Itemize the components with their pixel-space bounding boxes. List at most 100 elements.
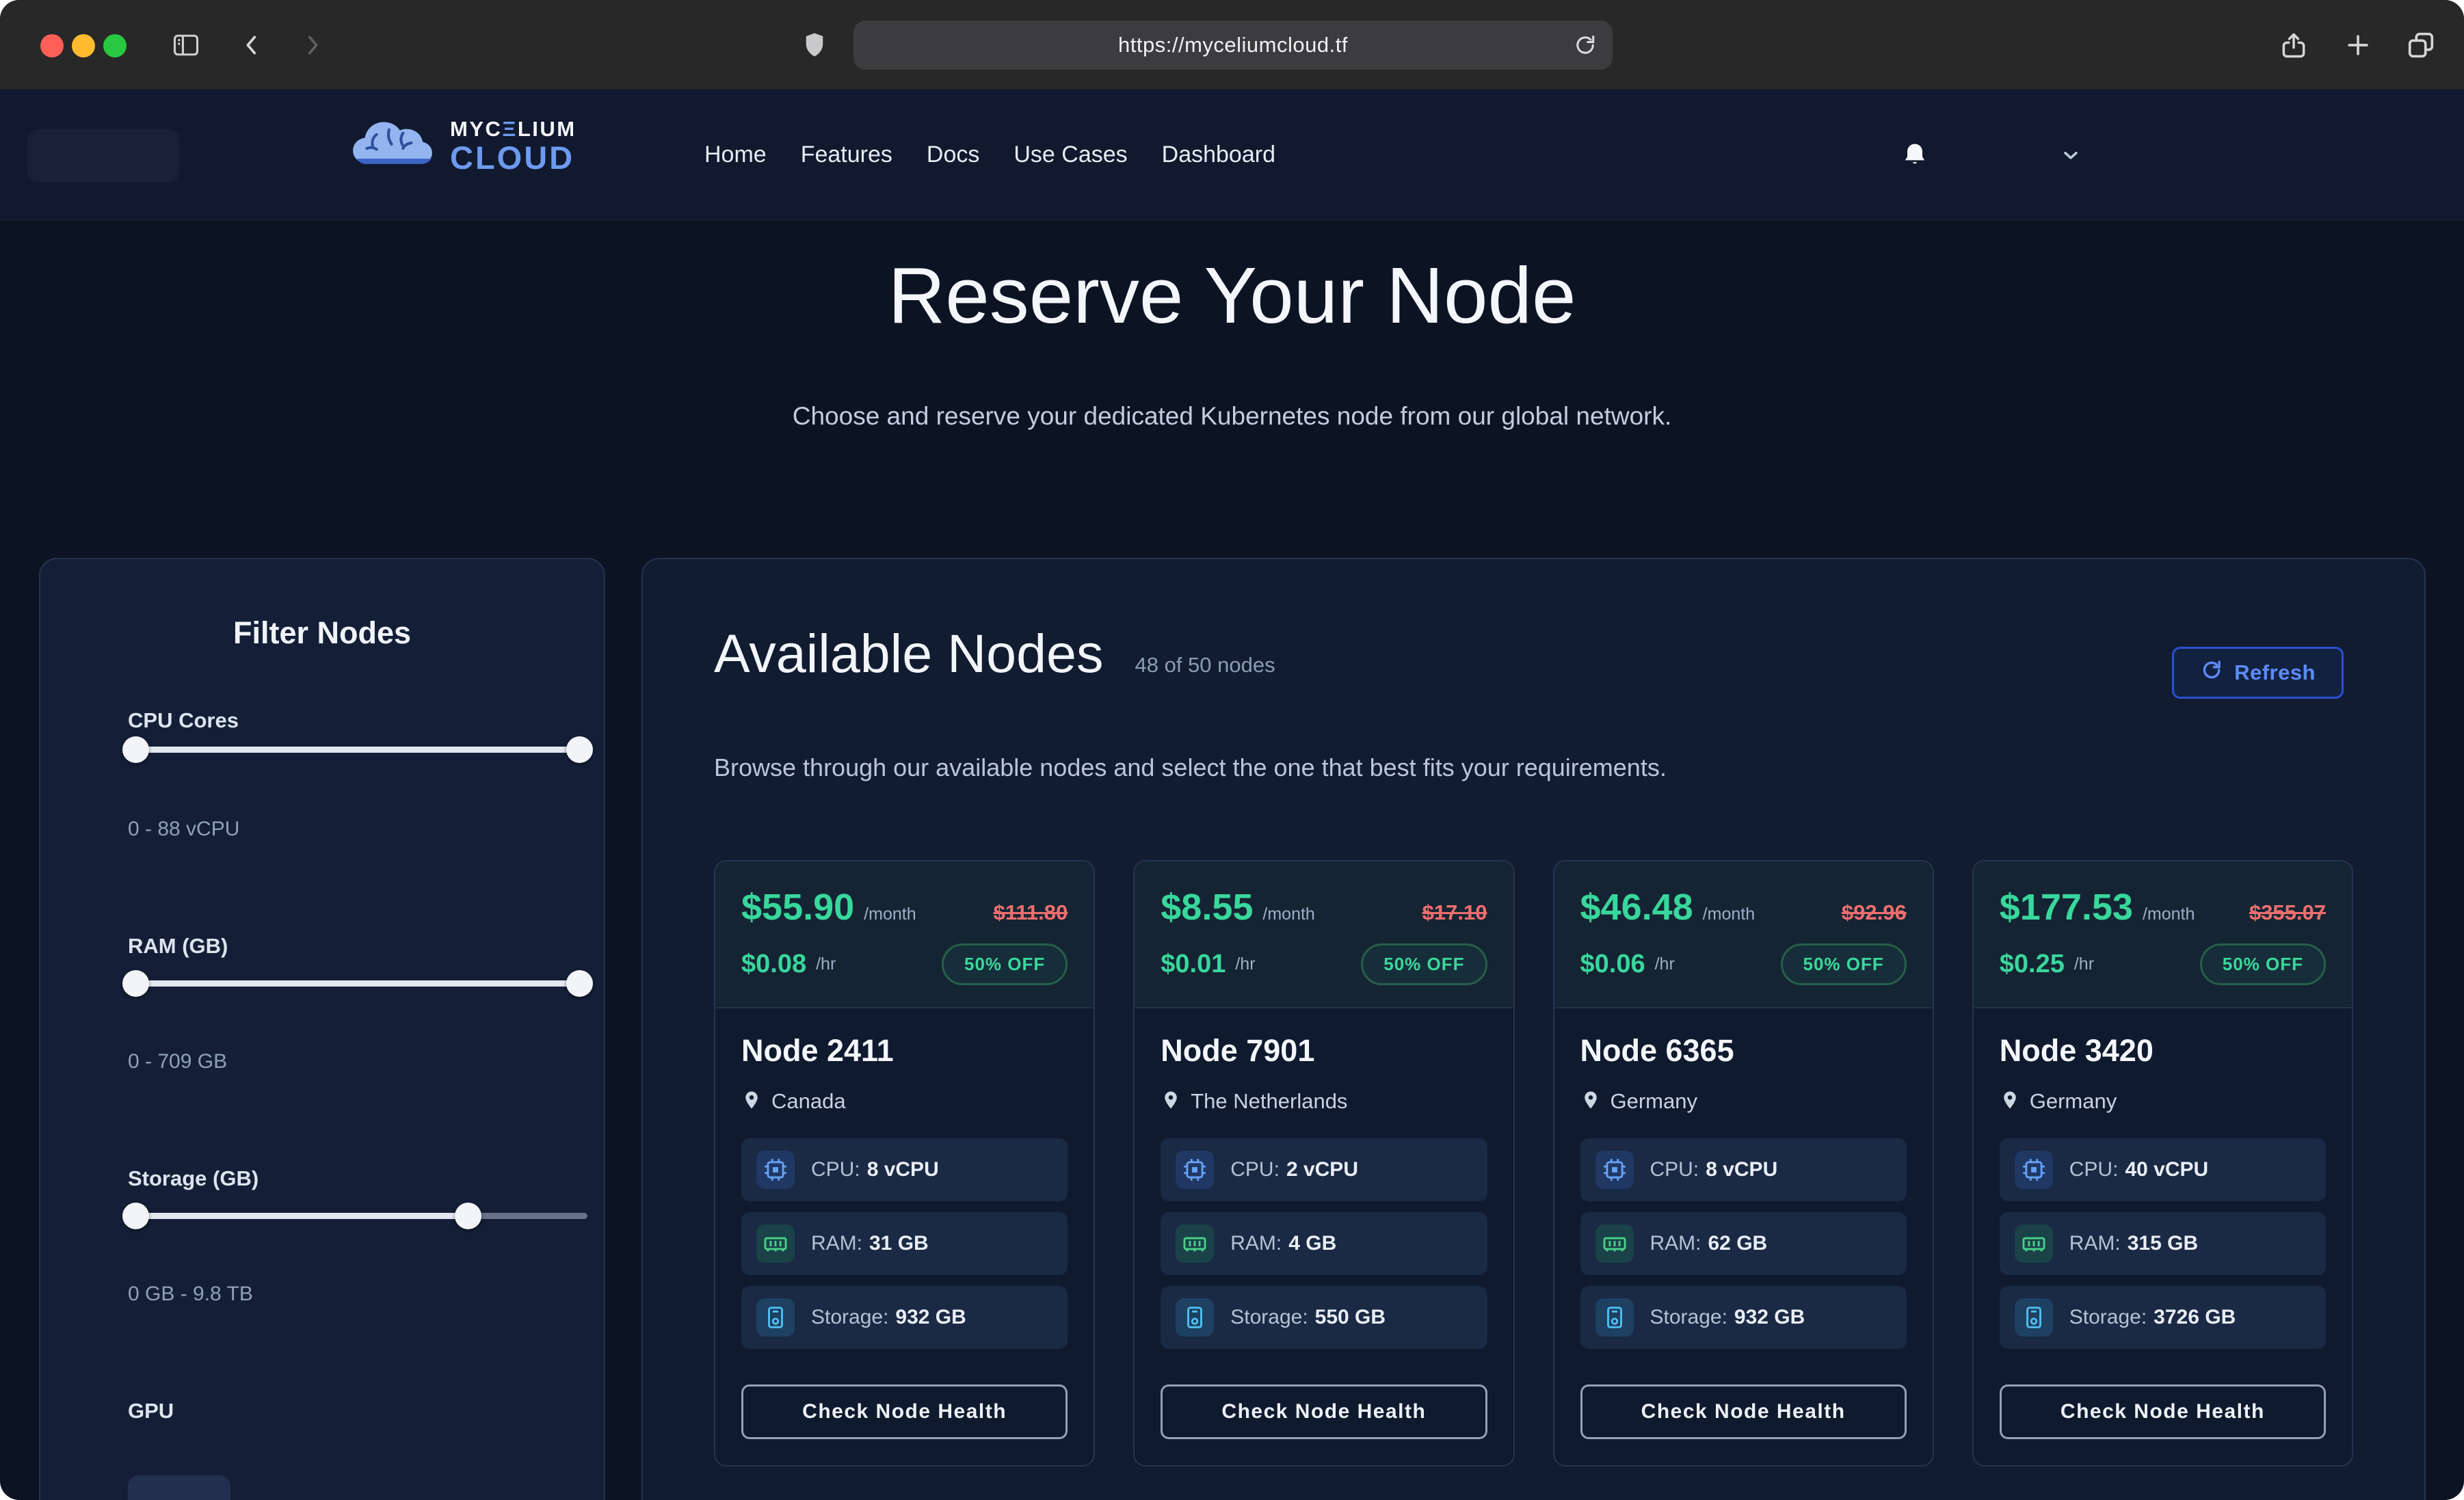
close-window-button[interactable] xyxy=(40,34,64,57)
check-node-health-button[interactable]: Check Node Health xyxy=(1580,1384,1907,1439)
available-nodes-description: Browse through our available nodes and s… xyxy=(714,753,1667,781)
node-location: Germany xyxy=(1610,1089,1697,1113)
chevron-down-icon[interactable] xyxy=(2060,90,2082,220)
check-node-health-button[interactable]: Check Node Health xyxy=(741,1384,1068,1439)
price-hour: $0.08 xyxy=(741,950,807,978)
ram-slider-max-handle[interactable] xyxy=(566,970,593,997)
share-icon[interactable] xyxy=(2276,0,2311,90)
zoom-window-button[interactable] xyxy=(103,34,127,57)
storage-slider-min-handle[interactable] xyxy=(122,1203,149,1229)
forward-icon[interactable] xyxy=(295,0,328,90)
storage-icon xyxy=(2014,1298,2053,1337)
node-card[interactable]: $55.90 /month $111.80 $0.08 /hr 50% OFF … xyxy=(714,860,1096,1466)
discount-badge: 50% OFF xyxy=(1780,943,1907,985)
check-node-health-button[interactable]: Check Node Health xyxy=(1999,1384,2326,1439)
old-price: $111.80 xyxy=(993,900,1068,924)
address-bar[interactable]: https://myceliumcloud.tf xyxy=(853,21,1613,70)
brain-cloud-logo-icon xyxy=(347,109,436,183)
refresh-icon xyxy=(2200,658,2223,687)
spec-list: CPU: 40 vCPU RAM: 315 GB Sto xyxy=(1999,1138,2326,1349)
cpu-spec-row: CPU: 2 vCPU xyxy=(1161,1138,1487,1201)
logo[interactable]: MYCΞLIUM CLOUD xyxy=(347,109,577,183)
refresh-button[interactable]: Refresh xyxy=(2172,647,2344,699)
filter-panel: Filter Nodes CPU Cores 0 - 88 vCPU RAM (… xyxy=(39,558,605,1500)
nav-link-home[interactable]: Home xyxy=(704,142,767,168)
storage-value: 550 GB xyxy=(1314,1306,1386,1328)
cpu-slider-min-handle[interactable] xyxy=(122,736,149,763)
check-node-health-button[interactable]: Check Node Health xyxy=(1161,1384,1487,1439)
discount-badge: 50% OFF xyxy=(2199,943,2326,985)
ram-spec-row: RAM: 4 GB xyxy=(1161,1212,1487,1275)
node-location: Canada xyxy=(771,1089,846,1113)
storage-spec-row: Storage: 932 GB xyxy=(741,1286,1068,1349)
per-hour-label: /hr xyxy=(2074,954,2095,974)
price-month: $46.48 xyxy=(1580,887,1693,928)
price-hour: $0.06 xyxy=(1580,950,1645,978)
card-body: Node 2411 Canada CPU: 8 vCPU xyxy=(715,1008,1094,1465)
cpu-slider-max-handle[interactable] xyxy=(566,736,593,763)
storage-slider-max-handle[interactable] xyxy=(455,1203,482,1229)
node-card[interactable]: $8.55 /month $17.10 $0.01 /hr 50% OFF No… xyxy=(1133,860,1515,1466)
per-hour-label: /hr xyxy=(816,954,836,974)
node-card[interactable]: $177.53 /month $355.07 $0.25 /hr 50% OFF… xyxy=(1972,860,2353,1466)
minimize-window-button[interactable] xyxy=(72,34,95,57)
cpu-spec-row: CPU: 40 vCPU xyxy=(1999,1138,2326,1201)
card-pricing-section: $8.55 /month $17.10 $0.01 /hr 50% OFF xyxy=(1135,861,1513,1008)
nav-link-use-cases[interactable]: Use Cases xyxy=(1014,142,1128,168)
storage-label: Storage: xyxy=(2069,1306,2147,1328)
cpu-cores-slider[interactable] xyxy=(122,736,593,763)
ram-value: 315 GB xyxy=(2127,1232,2199,1255)
old-price: $92.96 xyxy=(1841,900,1907,924)
tab-overview-icon[interactable] xyxy=(2402,0,2440,90)
back-icon[interactable] xyxy=(236,0,269,90)
ram-icon xyxy=(1176,1224,1215,1263)
price-hour: $0.25 xyxy=(1999,950,2065,978)
notifications-bell-icon[interactable] xyxy=(1900,90,1930,220)
ram-label: RAM: xyxy=(2069,1232,2121,1255)
storage-icon xyxy=(1176,1298,1215,1337)
card-pricing-section: $46.48 /month $92.96 $0.06 /hr 50% OFF xyxy=(1554,861,1933,1008)
new-tab-icon[interactable] xyxy=(2340,0,2376,90)
storage-slider[interactable] xyxy=(122,1202,587,1229)
storage-value: 932 GB xyxy=(895,1306,966,1328)
per-month-label: /month xyxy=(864,905,916,924)
spec-list: CPU: 2 vCPU RAM: 4 GB Storag xyxy=(1161,1138,1487,1349)
price-hour: $0.01 xyxy=(1161,950,1226,978)
node-name: Node 7901 xyxy=(1161,1033,1315,1068)
nav-links: Home Features Docs Use Cases Dashboard xyxy=(704,90,1275,220)
gpu-label: GPU xyxy=(128,1399,174,1423)
logo-text: MYCΞLIUM CLOUD xyxy=(450,118,577,174)
storage-label: Storage: xyxy=(1230,1306,1308,1328)
per-hour-label: /hr xyxy=(1654,954,1675,974)
per-month-label: /month xyxy=(2142,905,2195,924)
cpu-label: CPU: xyxy=(811,1158,860,1181)
ram-value: 31 GB xyxy=(869,1232,929,1255)
sidebar-icon[interactable] xyxy=(170,0,202,90)
card-body: Node 3420 Germany CPU: 40 vCPU xyxy=(1974,1008,2352,1465)
nav-link-dashboard[interactable]: Dashboard xyxy=(1161,142,1275,168)
ram-spec-row: RAM: 315 GB xyxy=(1999,1212,2326,1275)
gpu-toggle[interactable] xyxy=(128,1475,230,1500)
nav-link-features[interactable]: Features xyxy=(800,142,892,168)
per-month-label: /month xyxy=(1702,905,1756,924)
storage-spec-row: Storage: 932 GB xyxy=(1580,1286,1907,1349)
ram-slider[interactable] xyxy=(122,969,593,997)
nav-placeholder xyxy=(27,129,179,183)
card-pricing-section: $55.90 /month $111.80 $0.08 /hr 50% OFF xyxy=(715,861,1094,1008)
ram-slider-min-handle[interactable] xyxy=(122,970,149,997)
storage-label: Storage: xyxy=(811,1306,889,1328)
cpu-icon xyxy=(756,1151,795,1189)
per-month-label: /month xyxy=(1262,905,1315,924)
storage-spec-row: Storage: 550 GB xyxy=(1161,1286,1487,1349)
cpu-label: CPU: xyxy=(1230,1158,1280,1181)
node-card[interactable]: $46.48 /month $92.96 $0.06 /hr 50% OFF N… xyxy=(1552,860,1934,1466)
shield-icon[interactable] xyxy=(797,0,832,90)
card-body: Node 6365 Germany CPU: 8 vCPU xyxy=(1554,1008,1933,1465)
reload-icon[interactable] xyxy=(1573,21,1598,70)
node-location: The Netherlands xyxy=(1191,1089,1348,1113)
storage-label: Storage (GB) xyxy=(128,1166,259,1190)
logo-line-cloud: CLOUD xyxy=(450,139,575,176)
cpu-spec-row: CPU: 8 vCPU xyxy=(741,1138,1068,1201)
storage-spec-row: Storage: 3726 GB xyxy=(1999,1286,2326,1349)
nav-link-docs[interactable]: Docs xyxy=(926,142,980,168)
